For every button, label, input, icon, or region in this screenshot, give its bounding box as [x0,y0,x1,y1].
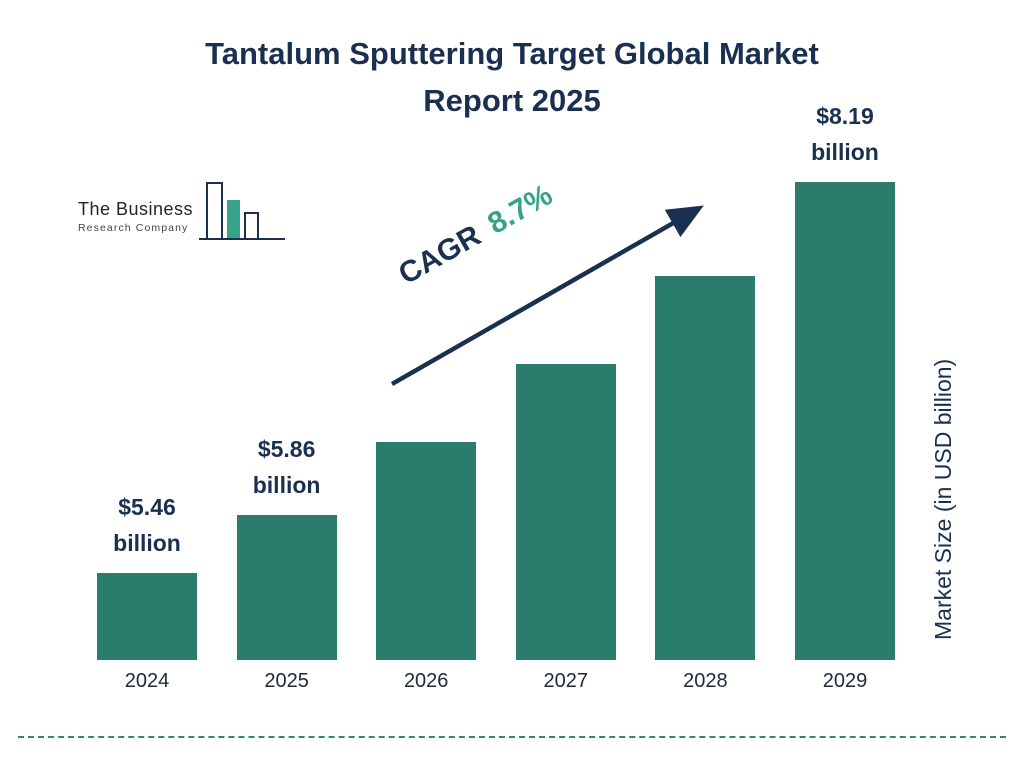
bar-value-label-2025: $5.86 billion [252,436,321,498]
bar-column-2024: $5.46 billion 2024 [97,489,197,692]
bar-2025 [236,515,337,660]
company-logo-subname: Research Company [78,222,189,234]
x-axis-label-2024: 2024 [124,670,170,692]
bar-2027 [515,364,616,660]
company-logo-name: The Business [78,199,194,219]
page-title-line1: Tantalum Sputtering Target Global Market [205,36,819,71]
bar-column-2027: 2027 [515,364,616,692]
logo-bar-chart-icon [199,182,286,240]
x-axis-label-2029: 2029 [822,670,868,692]
bar-column-2028: 2028 [655,276,756,692]
company-logo-text: The Business Research Company [78,199,193,244]
x-axis-label-2026: 2026 [403,670,449,692]
bar-2028 [655,276,756,660]
company-logo: The Business Research Company [78,180,286,244]
bar-2026 [376,442,477,660]
bar-chart: $5.46 billion 2024 $5.86 billion 2025 2026 2027… [97,98,895,692]
bottom-dashed-line [18,736,1006,738]
bar-2024 [97,573,197,660]
bar-value-label-2029: $8.19 billion [811,103,879,165]
bar-column-2026: 2026 [376,442,477,692]
x-axis-label-2025: 2025 [264,670,309,692]
x-axis-label-2027: 2027 [543,670,589,692]
bar-column-2029: $8.19 billion 2029 [794,98,895,692]
page-title: Tantalum Sputtering Target Global Market… [0,30,1024,124]
bar-2029 [794,182,895,660]
x-axis-label-2028: 2028 [683,670,728,692]
page-title-line2: Report 2025 [423,83,601,118]
bar-value-label-2024: $5.46 billion [113,494,181,556]
y-axis-label: Market Size (in USD billion) [930,358,956,640]
bar-column-2025: $5.86 billion 2025 [236,431,337,692]
